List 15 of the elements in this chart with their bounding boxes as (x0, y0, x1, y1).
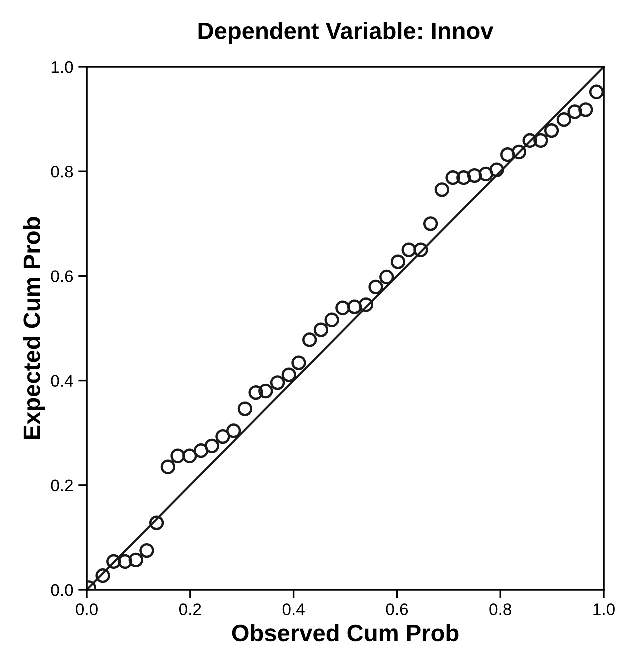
y-tick-label: 0.4 (51, 375, 74, 388)
x-tick-label: 1.0 (594, 604, 615, 616)
y-tick-label: 0.2 (51, 480, 73, 492)
x-tick-label: 0.8 (490, 604, 512, 616)
x-tick-label: 0.0 (76, 604, 98, 616)
y-tick-label: 1.0 (52, 61, 74, 74)
y-tick-label: 0.8 (51, 166, 74, 178)
y-axis-title: Expected Cum Prob (23, 217, 46, 440)
chart-title: Dependent Variable: Innov (198, 22, 494, 44)
x-tick-label: 0.6 (386, 604, 408, 616)
y-tick-label: 0.6 (51, 270, 74, 282)
y-tick-label: 0.0 (51, 584, 74, 596)
x-tick-label: 0.2 (179, 604, 202, 616)
x-axis-title: Observed Cum Prob (232, 624, 459, 642)
x-tick-label: 0.4 (282, 604, 305, 616)
